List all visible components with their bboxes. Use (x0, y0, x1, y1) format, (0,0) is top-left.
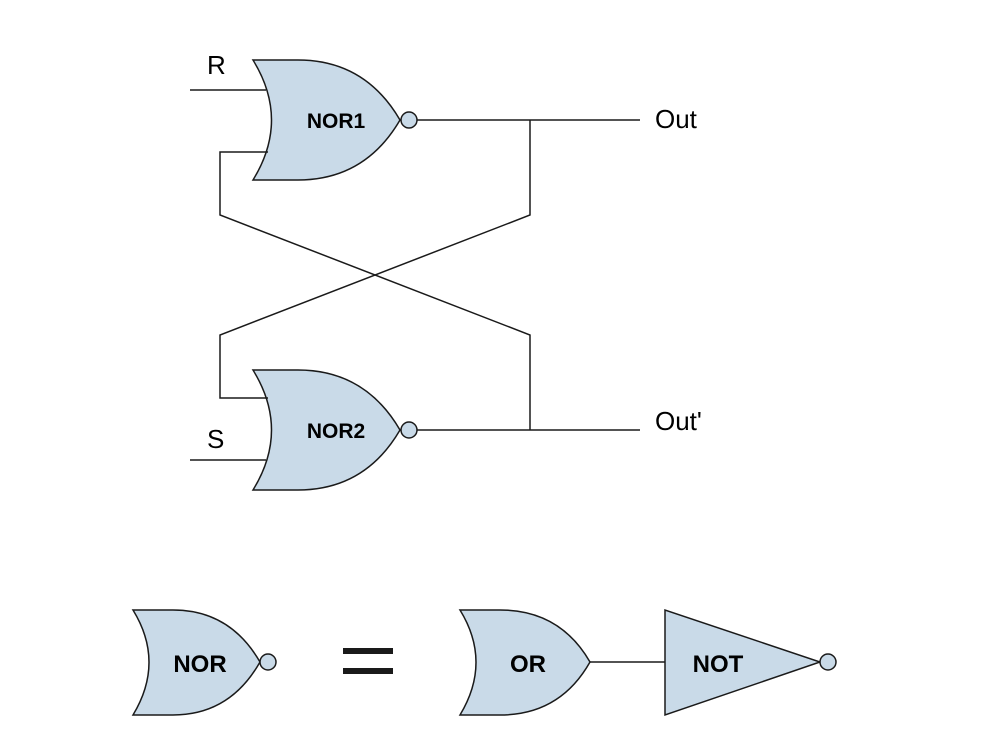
equiv-or-label: OR (510, 651, 546, 678)
nor2-label: NOR2 (307, 420, 365, 443)
equiv-not-gate: NOT (665, 610, 836, 715)
equiv-or-gate: OR (460, 610, 590, 715)
equiv-not-bubble (820, 654, 836, 670)
equiv-not-label: NOT (693, 651, 744, 678)
nor2-bubble (401, 422, 417, 438)
nor1-gate: NOR1 (253, 60, 417, 180)
equiv-nor-label: NOR (173, 651, 226, 678)
circuit-diagram: NOR1 NOR2 R S Out Out' NOR OR (0, 0, 1006, 755)
equiv-nor-gate: NOR (133, 610, 276, 715)
label-s: S (207, 424, 224, 454)
label-r: R (207, 50, 226, 80)
label-out-prime: Out' (655, 406, 702, 436)
equals-sign (343, 651, 393, 671)
nor1-bubble (401, 112, 417, 128)
label-out: Out (655, 104, 698, 134)
equiv-nor-bubble (260, 654, 276, 670)
nor2-gate: NOR2 (253, 370, 417, 490)
nor1-label: NOR1 (307, 110, 366, 133)
